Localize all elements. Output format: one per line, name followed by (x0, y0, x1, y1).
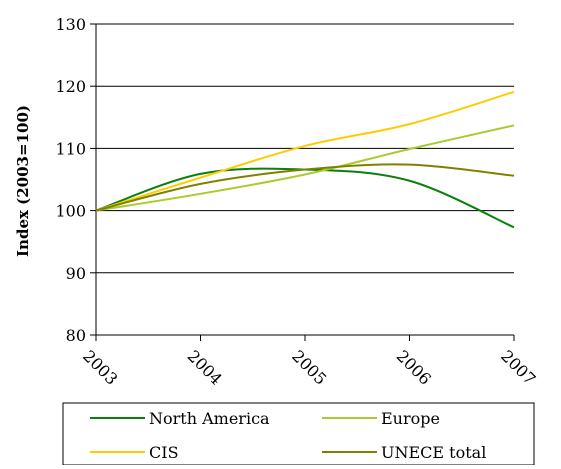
series-line-unece-total (95, 163, 515, 212)
grid-lines (96, 23, 514, 274)
axes (90, 23, 515, 341)
series-line-cis (95, 90, 515, 212)
x-tick-label-2003: 2003 (79, 346, 121, 388)
legend-label-europe: Europe (381, 409, 440, 428)
x-tick-label-2006: 2006 (393, 346, 435, 388)
y-tick-label-100: 100 (55, 202, 86, 221)
x-tick-label-2005: 2005 (288, 346, 330, 388)
y-tick-label-120: 120 (55, 77, 86, 96)
legend-label-unece-total: UNECE total (381, 443, 486, 462)
y-tick-label-90: 90 (66, 264, 86, 283)
series-line-europe (95, 124, 515, 212)
y-axis-label: Index (2003=100) (14, 105, 32, 257)
y-tick-label-110: 110 (55, 139, 86, 158)
x-tick-label-2007: 2007 (497, 346, 539, 388)
series-line-north-america (95, 167, 515, 229)
y-tick-label-80: 80 (66, 326, 86, 345)
series-lines (95, 90, 515, 229)
legend-label-north-america: North America (149, 409, 270, 428)
x-tick-label-2004: 2004 (184, 346, 226, 388)
y-tick-label-130: 130 (55, 15, 86, 34)
legend-label-cis: CIS (149, 443, 179, 462)
legend-box (62, 402, 535, 466)
legend: North America Europe CIS UNECE total (62, 402, 535, 466)
